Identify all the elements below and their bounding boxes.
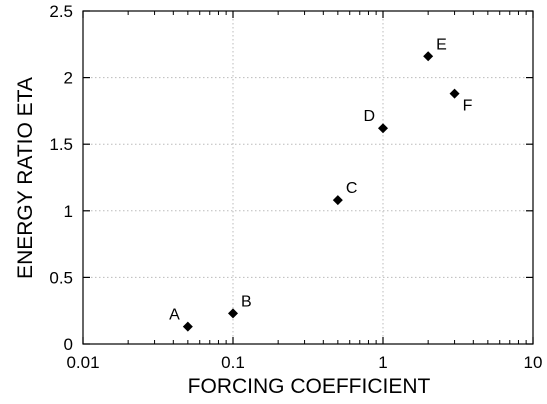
- point-label-c: C: [346, 180, 358, 197]
- data-point-a: [182, 321, 193, 332]
- data-points: A B C D E F: [169, 36, 473, 332]
- y-tick-label: 2.5: [49, 2, 73, 21]
- y-tick-labels: 0 0.5 1 1.5 2 2.5: [49, 2, 73, 354]
- point-label-e: E: [436, 36, 447, 53]
- x-tick-label: 0.1: [221, 353, 245, 372]
- point-label-b: B: [241, 293, 252, 310]
- data-point-b: [228, 308, 238, 319]
- x-tick-labels: 0.01 0.1 1 10: [66, 353, 542, 372]
- major-ticks: [82, 10, 534, 345]
- data-point-c: [332, 195, 343, 206]
- y-tick-label: 0.5: [49, 268, 73, 287]
- x-axis-title: FORCING COEFFICIENT: [188, 375, 431, 398]
- data-point-e: [423, 51, 434, 62]
- y-tick-label: 2: [64, 69, 73, 88]
- y-tick-label: 1: [64, 202, 73, 221]
- data-point-d: [378, 123, 388, 134]
- x-tick-label: 10: [524, 353, 543, 372]
- x-tick-label: 0.01: [66, 353, 99, 372]
- data-point-f: [449, 88, 460, 99]
- plot-frame: [82, 10, 534, 345]
- point-label-d: D: [363, 108, 375, 125]
- minor-ticks: [127, 11, 527, 344]
- y-tick-label: 1.5: [49, 135, 73, 154]
- y-tick-label: 0: [64, 335, 73, 354]
- y-axis-title: ENERGY RATIO ETA: [14, 77, 37, 279]
- x-tick-label: 1: [378, 353, 387, 372]
- point-label-a: A: [169, 307, 180, 324]
- point-label-f: F: [463, 98, 473, 115]
- grid-lines: [83, 11, 533, 344]
